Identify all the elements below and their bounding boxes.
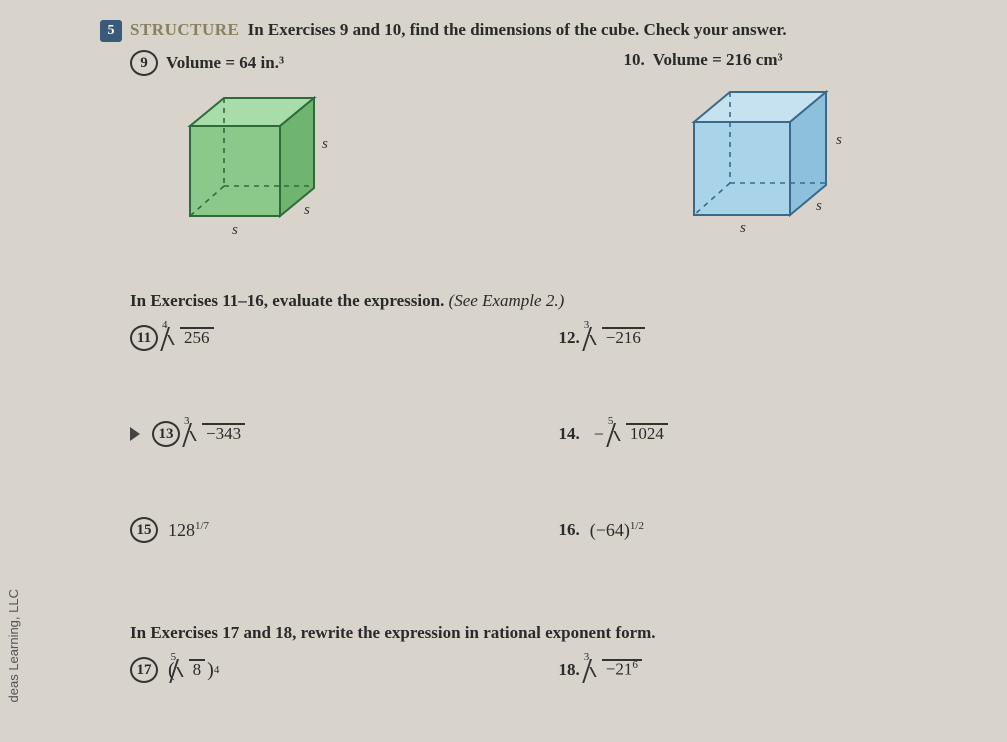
problem-9-number: 9 <box>130 50 158 76</box>
exercise-18: 18. 3 −216 <box>559 657 948 683</box>
header-text: In Exercises 9 and 10, find the dimensio… <box>248 20 787 39</box>
exercise-15: 15 1281/7 <box>130 517 519 543</box>
ex12-index: 3 <box>584 319 590 331</box>
ex17-expr: ( 5 8 )4 <box>168 659 219 682</box>
ex12-root: 3 −216 <box>602 327 645 349</box>
cube-right: s s s <box>664 80 948 240</box>
ex17-close: ) <box>207 659 214 682</box>
exercise-17: 17 ( 5 8 )4 <box>130 657 519 683</box>
section2-text: In Exercises 11–16, evaluate the express… <box>130 291 444 310</box>
section2-instruction: In Exercises 11–16, evaluate the express… <box>130 291 947 311</box>
ex14-number: 14. <box>559 424 580 444</box>
ex16-number: 16. <box>559 520 580 540</box>
ex11-index: 4 <box>162 319 168 331</box>
exercise-16: 16. (−64)1/2 <box>559 517 948 543</box>
ex16-sup: 1/2 <box>630 520 644 532</box>
ex15-number: 15 <box>130 517 158 543</box>
ex18-root: 3 −216 <box>602 659 642 681</box>
ex18-radicand: −216 <box>606 654 638 681</box>
section2-ital: (See Example 2.) <box>449 291 565 310</box>
ex17-index: 5 <box>171 651 177 663</box>
problem-10-number: 10. <box>624 50 645 70</box>
ex13-root: 3 −343 <box>202 423 245 445</box>
ex11-radicand: 256 <box>184 327 210 349</box>
svg-text:s: s <box>836 132 842 148</box>
badge-5: 5 <box>100 20 122 42</box>
side-publisher-text: deas Learning, LLC <box>6 589 21 702</box>
ex12-radicand: −216 <box>606 327 641 349</box>
ex14-prefix: − <box>594 424 604 445</box>
structure-header: 5 STRUCTURE In Exercises 9 and 10, find … <box>100 20 947 42</box>
svg-text:s: s <box>304 202 310 218</box>
ex18-rad-sup: 6 <box>632 659 638 671</box>
svg-text:s: s <box>816 198 822 214</box>
ex17-sup: 4 <box>214 664 220 676</box>
ex16-base: (−64) <box>590 520 630 540</box>
ex15-base: 128 <box>168 520 195 540</box>
problem-10: 10. Volume = 216 cm³ <box>624 50 948 70</box>
ex17-root: 5 8 <box>189 659 206 681</box>
ex18-rad-pre: −21 <box>606 660 633 679</box>
ex14-radicand: 1024 <box>630 423 664 445</box>
ex18-number: 18. <box>559 660 580 680</box>
svg-text:s: s <box>740 220 746 235</box>
header-instruction: STRUCTURE In Exercises 9 and 10, find th… <box>130 20 787 40</box>
exercise-14: 14. − 5 1024 <box>559 421 948 447</box>
section3-text: In Exercises 17 and 18, rewrite the expr… <box>130 623 656 642</box>
ex17-radicand: 8 <box>193 659 202 681</box>
ex11-root: 4 256 <box>180 327 214 349</box>
header-label: STRUCTURE <box>130 20 239 39</box>
ex17-number: 17 <box>130 657 158 683</box>
svg-text:s: s <box>232 222 238 236</box>
exercise-13: 13 3 −343 <box>130 421 519 447</box>
ex15-expr: 1281/7 <box>168 520 209 541</box>
ex13-number: 13 <box>152 421 180 447</box>
section3-instruction: In Exercises 17 and 18, rewrite the expr… <box>130 623 947 643</box>
ex14-root: 5 1024 <box>626 423 668 445</box>
exercise-11: 11 4 256 <box>130 325 519 351</box>
ex14-index: 5 <box>608 415 614 427</box>
exercise-12: 12. 3 −216 <box>559 325 948 351</box>
ex13-radicand: −343 <box>206 423 241 445</box>
problem-9: 9 Volume = 64 in.³ <box>130 50 504 76</box>
ex16-expr: (−64)1/2 <box>590 520 644 541</box>
ex15-sup: 1/7 <box>195 520 209 532</box>
ex13-index: 3 <box>184 415 190 427</box>
ex18-index: 3 <box>584 651 590 663</box>
cube-left: s s s <box>160 86 504 241</box>
triangle-icon <box>130 427 140 441</box>
ex12-number: 12. <box>559 328 580 348</box>
ex11-number: 11 <box>130 325 158 351</box>
svg-text:s: s <box>322 136 328 152</box>
problem-9-text: Volume = 64 in.³ <box>166 53 284 73</box>
problem-10-text: Volume = 216 cm³ <box>653 50 783 70</box>
